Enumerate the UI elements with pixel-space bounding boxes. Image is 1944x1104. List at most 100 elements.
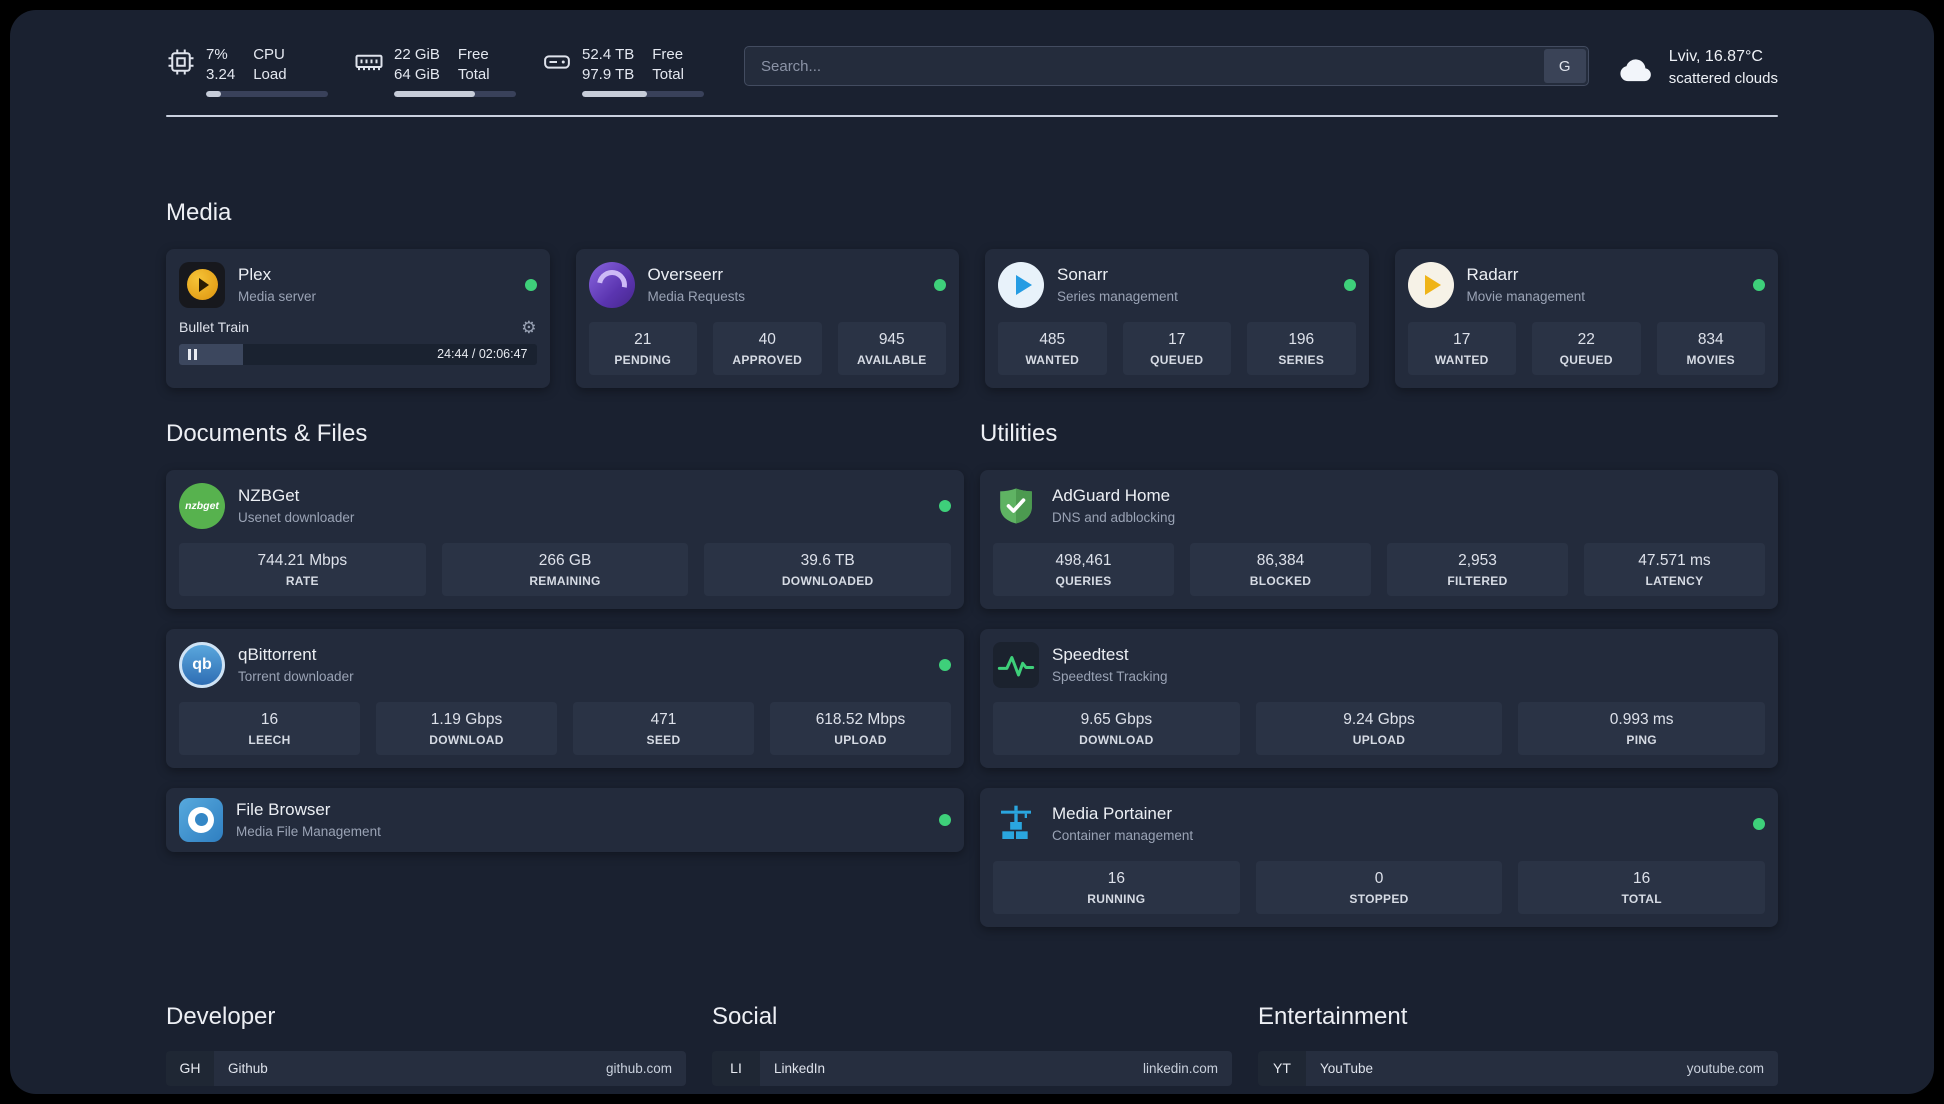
bookmark-abbr: YT xyxy=(1258,1050,1306,1086)
portainer-card[interactable]: Media Portainer Container management 16 … xyxy=(980,787,1778,927)
cpu-percent: 7% xyxy=(206,46,228,63)
stat-leech: 16 LEECH xyxy=(179,701,360,755)
cpu-labels: CPU Load xyxy=(253,46,287,84)
social-section: Social LI LinkedIn linkedin.com TW Twitt… xyxy=(712,1003,1232,1095)
stat-download: 9.65 Gbps DOWNLOAD xyxy=(993,701,1240,755)
filebrowser-subtitle: Media File Management xyxy=(236,824,381,839)
stat-rate: 744.21 Mbps RATE xyxy=(179,542,426,596)
cpu-usage-bar xyxy=(206,90,328,97)
weather-location: Lviv, 16.87°C xyxy=(1668,48,1763,65)
disk-free: 52.4 TB xyxy=(582,46,635,63)
search-engine-button[interactable]: G xyxy=(1543,49,1586,83)
stat-remaining: 266 GB REMAINING xyxy=(441,542,689,596)
bookmark-url: youtube.com xyxy=(1686,1060,1764,1076)
now-playing-track: Bullet Train xyxy=(179,319,250,335)
stat-running: 16 RUNNING xyxy=(993,860,1240,914)
filebrowser-icon xyxy=(179,797,223,842)
bookmark-name: LinkedIn xyxy=(774,1060,826,1076)
utilities-section-title: Utilities xyxy=(980,419,1058,447)
sonarr-name: Sonarr xyxy=(1057,265,1109,284)
cpu-usage-fill xyxy=(206,90,221,97)
plex-card[interactable]: Plex Media server Bullet Train ⚙ 24:44 /… xyxy=(166,248,550,388)
bookmark-linkedin[interactable]: LI LinkedIn linkedin.com xyxy=(712,1050,1232,1086)
overseerr-card[interactable]: Overseerr Media Requests 21 PENDING 40 A… xyxy=(575,248,959,388)
plex-icon xyxy=(179,261,225,308)
stat-blocked: 86,384 BLOCKED xyxy=(1190,542,1371,596)
entertainment-section: Entertainment YT YouTube youtube.com NF … xyxy=(1258,1003,1778,1095)
ram-icon xyxy=(355,54,383,71)
stat-upload: 9.24 Gbps UPLOAD xyxy=(1255,701,1503,755)
nzbget-name: NZBGet xyxy=(238,486,300,505)
filebrowser-card[interactable]: File Browser Media File Management xyxy=(166,787,964,852)
speedtest-subtitle: Speedtest Tracking xyxy=(1052,669,1168,684)
adguard-card[interactable]: AdGuard Home DNS and adblocking 498,461 … xyxy=(980,469,1778,609)
stat-download: 1.19 Gbps DOWNLOAD xyxy=(376,701,557,755)
overseerr-icon xyxy=(588,261,635,308)
portainer-icon xyxy=(993,801,1039,847)
qbittorrent-subtitle: Torrent downloader xyxy=(238,669,354,684)
weather-condition: scattered clouds xyxy=(1668,70,1778,87)
nzbget-card[interactable]: nzbget NZBGet Usenet downloader 744.21 M… xyxy=(166,469,964,609)
nzbget-subtitle: Usenet downloader xyxy=(238,510,355,525)
sonarr-card[interactable]: Sonarr Series management 485 WANTED 17 Q… xyxy=(985,248,1369,388)
ram-total: 64 GiB xyxy=(394,66,440,84)
ram-usage-fill xyxy=(394,90,475,97)
developer-section: Developer GH Github github.com SO StackO… xyxy=(166,1003,686,1095)
adguard-subtitle: DNS and adblocking xyxy=(1052,510,1176,525)
pause-icon[interactable] xyxy=(188,348,197,360)
radarr-card[interactable]: Radarr Movie management 17 WANTED 22 QUE… xyxy=(1394,248,1778,388)
stat-downloaded: 39.6 TB DOWNLOADED xyxy=(704,542,952,596)
ram-free: 22 GiB xyxy=(394,46,440,63)
documents-section: Documents & Files nzbget NZBGet Usenet d… xyxy=(166,420,964,927)
cpu-values: 7% 3.24 xyxy=(206,46,235,84)
bookmark-abbr: GH xyxy=(166,1050,214,1086)
search-input[interactable] xyxy=(747,57,1544,75)
social-section-title: Social xyxy=(712,1002,778,1030)
adguard-icon xyxy=(993,483,1039,529)
plex-status-dot xyxy=(524,278,537,291)
plex-name: Plex xyxy=(238,265,272,284)
overseerr-name: Overseerr xyxy=(647,265,724,284)
topbar-divider xyxy=(166,114,1778,117)
gear-icon[interactable]: ⚙ xyxy=(521,317,537,337)
entertainment-section-title: Entertainment xyxy=(1258,1002,1408,1030)
bookmark-github[interactable]: GH Github github.com xyxy=(166,1050,686,1086)
stat-series: 196 SERIES xyxy=(1247,321,1356,375)
bookmark-name: Github xyxy=(228,1060,268,1076)
bookmark-url: linkedin.com xyxy=(1142,1060,1218,1076)
dashboard: 7% 3.24 CPU Load xyxy=(10,10,1934,1094)
stat-queued: 22 QUEUED xyxy=(1532,321,1641,375)
documents-section-title: Documents & Files xyxy=(166,419,368,447)
disk-labels: Free Total xyxy=(652,46,684,84)
qbittorrent-card[interactable]: qb qBittorrent Torrent downloader 16 LEE… xyxy=(166,628,964,768)
stat-approved: 40 APPROVED xyxy=(713,321,822,375)
search-bar[interactable]: G xyxy=(744,46,1589,86)
playback-time: 24:44 / 02:06:47 xyxy=(437,347,528,361)
portainer-subtitle: Container management xyxy=(1052,828,1194,843)
stat-filtered: 2,953 FILTERED xyxy=(1387,542,1568,596)
disk-icon xyxy=(544,55,570,69)
media-section: Media Plex Media server xyxy=(166,199,1778,388)
bookmark-abbr: LI xyxy=(712,1050,760,1086)
overseerr-status-dot xyxy=(934,278,946,291)
bookmark-youtube[interactable]: YT YouTube youtube.com xyxy=(1258,1050,1778,1086)
topbar: 7% 3.24 CPU Load xyxy=(166,10,1778,97)
speedtest-card[interactable]: Speedtest Speedtest Tracking 9.65 Gbps D… xyxy=(980,628,1778,768)
utilities-section: Utilities xyxy=(980,420,1778,927)
sonarr-subtitle: Series management xyxy=(1057,289,1178,304)
stat-pending: 21 PENDING xyxy=(588,321,697,375)
qbittorrent-name: qBittorrent xyxy=(238,645,317,664)
stat-wanted: 17 WANTED xyxy=(1407,321,1516,375)
filebrowser-status-dot xyxy=(939,813,951,826)
developer-section-title: Developer xyxy=(166,1002,276,1030)
stat-upload: 618.52 Mbps UPLOAD xyxy=(770,701,951,755)
portainer-status-dot xyxy=(1753,817,1765,830)
media-section-title: Media xyxy=(166,198,232,226)
nzbget-icon: nzbget xyxy=(179,482,225,529)
cpu-load: 3.24 xyxy=(206,66,236,84)
speedtest-name: Speedtest xyxy=(1052,645,1129,664)
filebrowser-name: File Browser xyxy=(236,800,331,819)
playback-progress-bar[interactable]: 24:44 / 02:06:47 xyxy=(179,343,537,365)
overseerr-subtitle: Media Requests xyxy=(647,289,746,304)
stat-queued: 17 QUEUED xyxy=(1122,321,1231,375)
